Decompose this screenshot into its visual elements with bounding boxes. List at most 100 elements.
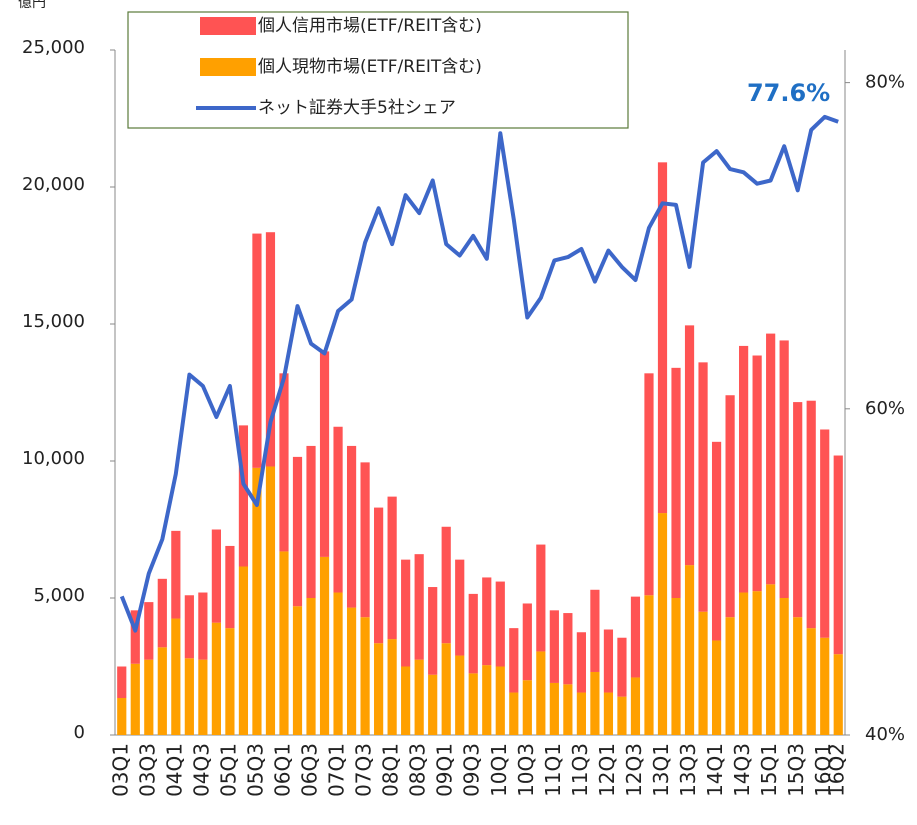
x-tick-label: 09Q3: [460, 743, 484, 797]
bar-segment: [401, 559, 411, 667]
bar-segment: [482, 577, 492, 666]
bar-segment: [130, 663, 140, 735]
bar-segment: [495, 666, 505, 735]
bar-segment: [549, 610, 559, 683]
bar-segment: [468, 673, 478, 735]
x-tick-label: 14Q3: [730, 743, 754, 797]
bar-segment: [698, 362, 708, 612]
bar-segment: [265, 232, 276, 467]
bar-segment: [238, 566, 249, 735]
bar-segment: [238, 425, 249, 567]
share-line: [119, 114, 839, 633]
bar-segment: [360, 462, 370, 618]
bar-segment: [144, 659, 154, 735]
x-tick-label: 12Q1: [595, 743, 619, 797]
bar-segment: [319, 556, 330, 735]
y-tick-label: 0: [74, 722, 85, 743]
x-tick-label: 16Q2: [825, 743, 849, 797]
bar-segment: [117, 666, 127, 699]
bar-segment: [157, 647, 167, 735]
bar-segment: [306, 445, 316, 598]
bar-segment: [414, 554, 424, 660]
x-tick-label: 16Q1: [811, 743, 835, 797]
bar-segment: [279, 551, 289, 735]
bar-segment: [441, 526, 451, 644]
y2-tick-label: 40%: [865, 724, 905, 745]
bar-segment: [725, 395, 735, 618]
bar-segment: [509, 628, 519, 693]
bar-segment: [225, 545, 235, 629]
bar-segment: [387, 639, 397, 735]
bar-segment: [630, 677, 641, 735]
y-tick-label: 10,000: [22, 448, 85, 469]
bar-segment: [603, 629, 614, 693]
y-tick-label: 25,000: [22, 37, 85, 58]
bar-segment: [130, 610, 140, 664]
bar-segment: [779, 598, 789, 735]
bar-segment: [833, 654, 843, 735]
legend-label: 個人信用市場(ETF/REIT含む): [258, 16, 482, 36]
bar-segment: [563, 684, 573, 735]
bar-segment: [306, 598, 316, 735]
x-tick-label: 07Q3: [352, 743, 376, 797]
bar-segment: [725, 617, 735, 735]
x-tick-label: 06Q1: [270, 743, 294, 797]
bar-segment: [225, 628, 235, 735]
data-label: 77.6%: [747, 79, 830, 107]
bar-segment: [590, 671, 600, 735]
bar-segment: [711, 441, 722, 641]
bar-segment: [576, 632, 586, 693]
bar-segment: [793, 617, 803, 735]
bar-segment: [671, 367, 681, 598]
bar-segment: [374, 507, 384, 644]
x-tick-label: 07Q1: [325, 743, 349, 797]
y-tick-label: 20,000: [22, 174, 85, 195]
x-tick-label: 11Q1: [541, 743, 565, 797]
bar-segment: [752, 355, 762, 592]
bar-segment: [374, 643, 384, 735]
bar-segment: [333, 592, 343, 735]
bar-segment: [766, 333, 776, 585]
bar-segment: [455, 559, 465, 656]
bar-segment: [644, 373, 654, 596]
bar-segment: [522, 603, 532, 681]
bar-segment: [671, 598, 681, 735]
bar-segment: [346, 607, 357, 735]
x-tick-label: 04Q3: [189, 743, 213, 797]
bar-segment: [171, 618, 181, 735]
bar-segment: [766, 584, 776, 735]
x-tick-label: 08Q1: [379, 743, 403, 797]
y-tick-label: 15,000: [22, 311, 85, 332]
y2-tick-label: 80%: [865, 72, 905, 93]
x-tick-label: 13Q3: [676, 743, 700, 797]
x-tick-label: 03Q1: [108, 743, 132, 797]
legend-label: 個人現物市場(ETF/REIT含む): [258, 57, 482, 77]
bar-segment: [265, 466, 276, 735]
bar-segment: [563, 613, 573, 685]
bar-segment: [603, 692, 614, 735]
bar-segment: [522, 680, 532, 735]
bar-segment: [157, 578, 167, 648]
bar-segment: [346, 445, 357, 608]
bar-segment: [414, 659, 424, 735]
bar-segment: [252, 233, 262, 468]
bar-segment: [495, 581, 505, 667]
bar-segment: [198, 659, 208, 735]
bar-segment: [806, 628, 816, 735]
bar-segment: [833, 455, 843, 655]
bar-segment: [657, 162, 668, 514]
bar-segment: [698, 611, 708, 735]
bar-segment: [184, 658, 194, 735]
bar-segment: [401, 666, 411, 735]
bar-segment: [820, 637, 830, 735]
bar-segment: [468, 593, 478, 674]
bar-segment: [144, 602, 154, 660]
bar-segment: [482, 665, 492, 735]
bar-segment: [509, 692, 519, 735]
y-axis-label: 億円: [18, 0, 46, 11]
bar-segment: [252, 467, 262, 735]
bar-segment: [820, 429, 830, 638]
x-tick-label: 12Q3: [622, 743, 646, 797]
bar-segment: [630, 596, 641, 678]
x-tick-label: 05Q1: [216, 743, 240, 797]
